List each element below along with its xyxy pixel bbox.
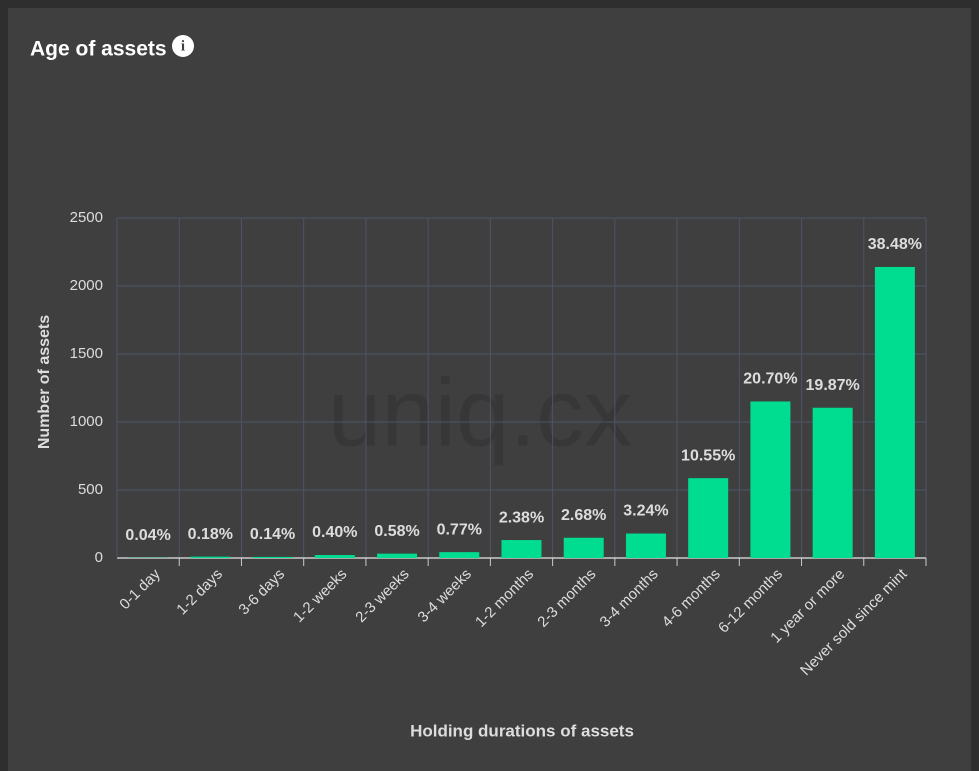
value-label: 0.58% [374, 523, 419, 540]
value-label: 0.18% [188, 526, 233, 543]
bar [750, 401, 791, 558]
info-icon[interactable]: i [172, 35, 194, 57]
x-axis-title: Holding durations of assets [410, 721, 634, 740]
bar [563, 537, 604, 558]
bar [625, 533, 666, 558]
value-label: 19.87% [806, 377, 860, 394]
panel [8, 8, 971, 771]
value-label: 3.24% [623, 503, 668, 520]
bar [377, 553, 418, 558]
value-label: 2.68% [561, 507, 606, 524]
y-tick-label: 1000 [70, 413, 103, 430]
bar [252, 556, 293, 558]
y-tick-label: 2000 [70, 277, 103, 294]
bar [314, 555, 355, 558]
y-axis-title: Number of assets [36, 315, 53, 449]
y-tick-label: 2500 [70, 209, 103, 226]
bar [439, 552, 480, 558]
value-label: 2.38% [499, 509, 544, 526]
watermark: uniq.cx [328, 359, 632, 466]
value-label: 20.70% [743, 371, 797, 388]
bar [812, 407, 853, 558]
value-label: 0.14% [250, 526, 295, 543]
bar [688, 478, 729, 558]
y-tick-label: 0 [95, 549, 103, 566]
value-label: 0.40% [312, 524, 357, 541]
value-label: 38.48% [868, 236, 922, 253]
svg-text:i: i [181, 38, 185, 54]
value-label: 0.04% [125, 527, 170, 544]
bar [501, 540, 542, 558]
value-label: 10.55% [681, 447, 735, 464]
chart-title: Age of assets [30, 38, 167, 61]
bar [874, 266, 915, 558]
value-label: 0.77% [437, 521, 482, 538]
y-tick-label: 500 [78, 481, 103, 498]
y-tick-label: 1500 [70, 345, 103, 362]
bar [190, 556, 231, 558]
